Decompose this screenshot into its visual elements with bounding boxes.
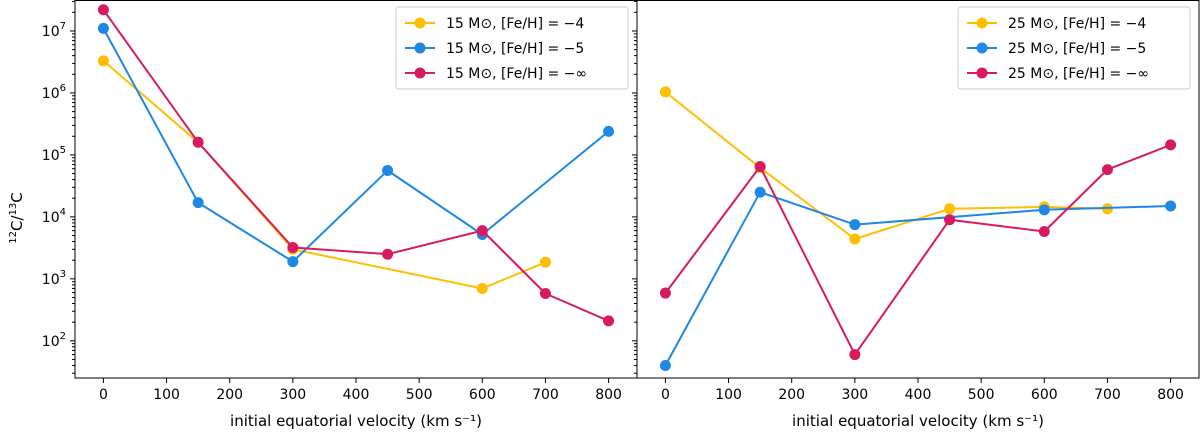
x-axis-label: initial equatorial velocity (km s⁻¹) — [230, 412, 482, 430]
legend-label: 25 M⊙, [Fe/H] = −4 — [1008, 16, 1146, 32]
y-tick-exponent: 5 — [60, 145, 66, 156]
data-point-series-2 — [97, 22, 109, 34]
x-tick-label: 100 — [153, 387, 180, 403]
y-tick-label: 104 — [42, 207, 66, 226]
series-line-3 — [664, 143, 1171, 356]
y-tick-exponent: 6 — [60, 83, 66, 94]
data-point-series-2 — [287, 256, 299, 268]
x-tick-label: 400 — [343, 387, 370, 403]
data-point-series-2 — [1038, 204, 1050, 216]
x-tick-label: 300 — [279, 387, 306, 403]
x-tick-label: 800 — [1157, 387, 1184, 403]
legend-marker — [414, 42, 426, 54]
x-tick-label: 500 — [406, 387, 433, 403]
y-tick-base: 10 — [42, 86, 60, 102]
data-point-series-2 — [192, 197, 204, 209]
legend-box — [957, 6, 1191, 90]
x-tick-label: 400 — [905, 387, 932, 403]
data-point-series-3 — [97, 4, 109, 16]
legend-marker — [976, 17, 988, 29]
x-tick-label: 600 — [469, 387, 496, 403]
data-point-series-3 — [382, 248, 394, 260]
data-point-series-3 — [754, 161, 766, 173]
x-tick-label: 200 — [778, 387, 805, 403]
ylabel-sup-12: 12 — [8, 231, 19, 244]
data-point-series-1 — [659, 86, 671, 98]
y-tick-exponent: 4 — [60, 207, 66, 218]
data-point-series-1 — [944, 203, 956, 215]
series-line-1 — [102, 60, 546, 290]
series-line-2 — [102, 27, 610, 263]
data-point-series-2 — [382, 165, 394, 177]
data-point-series-2 — [754, 186, 766, 198]
x-tick-label: 0 — [661, 387, 670, 403]
legend-label: 15 M⊙, [Fe/H] = −∞ — [446, 66, 587, 82]
y-tick-label: 107 — [42, 21, 66, 40]
data-point-series-3 — [1101, 164, 1113, 176]
y-tick-label: 106 — [42, 83, 66, 102]
legend-label: 15 M⊙, [Fe/H] = −4 — [446, 16, 584, 32]
y-tick-label: 105 — [42, 145, 66, 164]
legend: 25 M⊙, [Fe/H] = −4 25 M⊙, [Fe/H] = −5 25 M… — [957, 6, 1191, 90]
y-axis-label: 12C/13C — [8, 192, 26, 243]
legend-label: 25 M⊙, [Fe/H] = −5 — [1008, 41, 1146, 57]
y-tick-base: 10 — [42, 148, 60, 164]
panel-left-15msun: 0 100 200 300 400 500 600 700 800 initial equator… — [42, 0, 638, 430]
ylabel-c2: C — [8, 192, 26, 202]
y-tick-base: 10 — [42, 334, 60, 350]
legend: 15 M⊙, [Fe/H] = −4 15 M⊙, [Fe/H] = −5 15 M… — [395, 6, 629, 90]
y-tick-exponent: 3 — [60, 269, 66, 280]
panel-right-25msun: 0 100 200 300 400 500 600 700 800 initial equator… — [632, 0, 1200, 430]
legend-marker — [414, 17, 426, 29]
data-point-series-3 — [192, 136, 204, 148]
x-tick-label: 800 — [595, 387, 622, 403]
data-point-series-3 — [476, 225, 488, 237]
x-tick-label: 700 — [1094, 387, 1121, 403]
data-point-series-3 — [1165, 139, 1177, 151]
data-point-series-2 — [849, 219, 861, 231]
data-point-series-1 — [97, 55, 109, 67]
ylabel-c1: C/ — [8, 215, 26, 231]
legend-marker — [414, 67, 426, 79]
data-point-series-3 — [849, 349, 861, 361]
y-tick-label: 102 — [42, 331, 66, 350]
data-point-series-3 — [659, 287, 671, 299]
x-tick-label: 300 — [841, 387, 868, 403]
data-point-series-1 — [849, 233, 861, 245]
data-point-series-3 — [1038, 226, 1050, 238]
data-point-series-1 — [476, 282, 488, 294]
x-axis-label: initial equatorial velocity (km s⁻¹) — [792, 412, 1044, 430]
x-tick-label: 500 — [968, 387, 995, 403]
x-tick-label: 0 — [99, 387, 108, 403]
legend-marker — [976, 67, 988, 79]
y-tick-exponent: 7 — [60, 21, 66, 32]
x-tick-label: 100 — [715, 387, 742, 403]
data-point-series-2 — [659, 359, 671, 371]
legend-label: 25 M⊙, [Fe/H] = −∞ — [1008, 66, 1149, 82]
series-line-1 — [664, 91, 1108, 240]
data-point-series-2 — [1165, 200, 1177, 212]
y-tick-label: 103 — [42, 269, 66, 288]
legend-marker — [976, 42, 988, 54]
y-tick-exponent: 2 — [60, 331, 66, 342]
data-point-series-1 — [539, 256, 551, 268]
y-tick-base: 10 — [42, 24, 60, 40]
data-point-series-3 — [944, 214, 956, 226]
x-tick-label: 700 — [532, 387, 559, 403]
data-point-series-3 — [603, 315, 615, 327]
ylabel-sup-13: 13 — [8, 203, 19, 216]
legend-box — [395, 6, 629, 90]
x-tick-label: 600 — [1031, 387, 1058, 403]
data-point-series-3 — [287, 242, 299, 254]
legend-label: 15 M⊙, [Fe/H] = −5 — [446, 41, 584, 57]
y-tick-base: 10 — [42, 272, 60, 288]
y-tick-base: 10 — [42, 210, 60, 226]
x-tick-label: 200 — [216, 387, 243, 403]
data-point-series-3 — [539, 288, 551, 300]
data-point-series-2 — [603, 125, 615, 137]
